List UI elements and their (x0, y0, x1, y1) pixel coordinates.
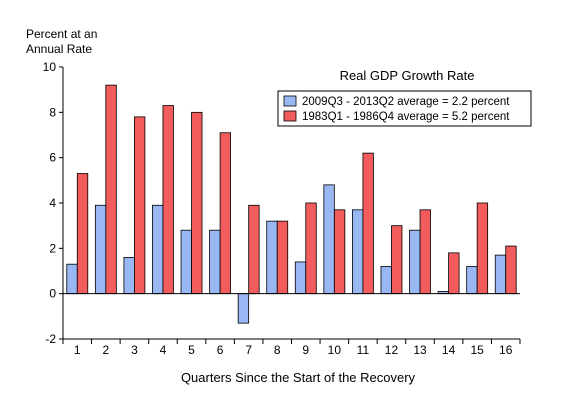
x-tick-label: 9 (302, 343, 309, 357)
y-tick-label: 0 (49, 287, 56, 301)
y-axis-title-line-2: Annual Rate (26, 42, 92, 56)
x-tick-label: 1 (74, 343, 81, 357)
y-tick-label: 2 (49, 241, 56, 255)
x-tick-label: 12 (385, 343, 399, 357)
bar-series-1-q2 (94, 204, 107, 295)
legend-entry-1983-1986: 1983Q1 - 1986Q4 average = 5.2 percent (302, 111, 510, 123)
bar-series-1-q7 (237, 293, 250, 324)
bar-series-2-q11 (362, 152, 374, 295)
x-tick-label: 5 (188, 343, 195, 357)
y-tick-label: 8 (49, 105, 56, 119)
bar-series-2-q6 (219, 132, 231, 295)
bar-series-1-q13 (409, 229, 421, 295)
x-tick-label: 11 (357, 343, 370, 357)
chart-title: Real GDP Growth Rate (340, 68, 475, 83)
bar-series-2-q9 (305, 202, 317, 295)
bar-series-2-q15 (476, 202, 489, 295)
bar-series-2-q16 (505, 245, 517, 295)
bar-series-2-q2 (105, 84, 117, 295)
bar-series-1-q12 (380, 266, 392, 295)
x-tick-label: 4 (160, 343, 167, 357)
bar-series-2-q12 (391, 225, 403, 295)
axes-group (59, 66, 521, 344)
y-axis-title: Percent at an Annual Rate (26, 27, 97, 56)
bar-series-2-q10 (333, 209, 346, 295)
x-tick-label: 15 (470, 343, 484, 357)
x-tick-label: 2 (102, 343, 109, 357)
x-tick-label: 8 (274, 343, 281, 357)
bar-series-2-q7 (248, 204, 260, 295)
y-tick-label: 4 (49, 196, 56, 210)
x-tick-label: 6 (217, 343, 224, 357)
bar-series-2-q13 (419, 209, 431, 295)
x-tick-label: 3 (131, 343, 138, 357)
bar-series-2-q3 (134, 116, 146, 295)
bar-series-1-q16 (494, 254, 507, 295)
legend-swatch-1983-1986 (283, 110, 297, 122)
bar-series-1-q10 (323, 184, 335, 295)
bar-series-1-q9 (294, 261, 307, 295)
bar-series-1-q11 (352, 209, 364, 295)
x-tick-label: 14 (442, 343, 456, 357)
legend: 2009Q3 - 2013Q2 average = 2.2 percent 19… (277, 90, 532, 127)
bar-series-1-q4 (152, 204, 164, 295)
bar-series-1-q6 (209, 229, 221, 295)
bar-series-1-q1 (66, 263, 78, 295)
bar-series-2-q5 (191, 111, 203, 295)
y-axis-title-line-1: Percent at an (26, 27, 97, 41)
bar-series-1-q3 (123, 256, 135, 295)
bars-group (66, 84, 517, 324)
x-tick-label: 16 (499, 343, 513, 357)
bar-series-1-q5 (180, 229, 192, 295)
y-tick-label: -2 (45, 332, 56, 346)
x-tick-labels: 1 2 3 4 5 6 7 8 9 10 11 12 13 14 15 16 (74, 343, 513, 357)
x-tick-label: 7 (245, 343, 252, 357)
legend-swatch-2009-2013 (283, 95, 297, 107)
bar-series-1-q15 (466, 266, 478, 295)
bar-series-2-q14 (448, 252, 460, 295)
legend-entry-2009-2013: 2009Q3 - 2013Q2 average = 2.2 percent (302, 96, 510, 108)
legend-box (277, 90, 532, 127)
x-tick-label: 13 (413, 343, 427, 357)
y-tick-label: 10 (43, 60, 57, 74)
x-tick-label: 10 (328, 343, 342, 357)
y-tick-label: 6 (49, 151, 56, 165)
bar-series-2-q8 (276, 220, 289, 295)
bar-series-2-q1 (76, 173, 89, 295)
y-tick-labels: -2 0 2 4 6 8 10 (43, 60, 57, 346)
bar-series-2-q4 (162, 105, 174, 295)
x-axis-title: Quarters Since the Start of the Recovery (181, 370, 416, 385)
bar-series-1-q8 (266, 220, 278, 295)
